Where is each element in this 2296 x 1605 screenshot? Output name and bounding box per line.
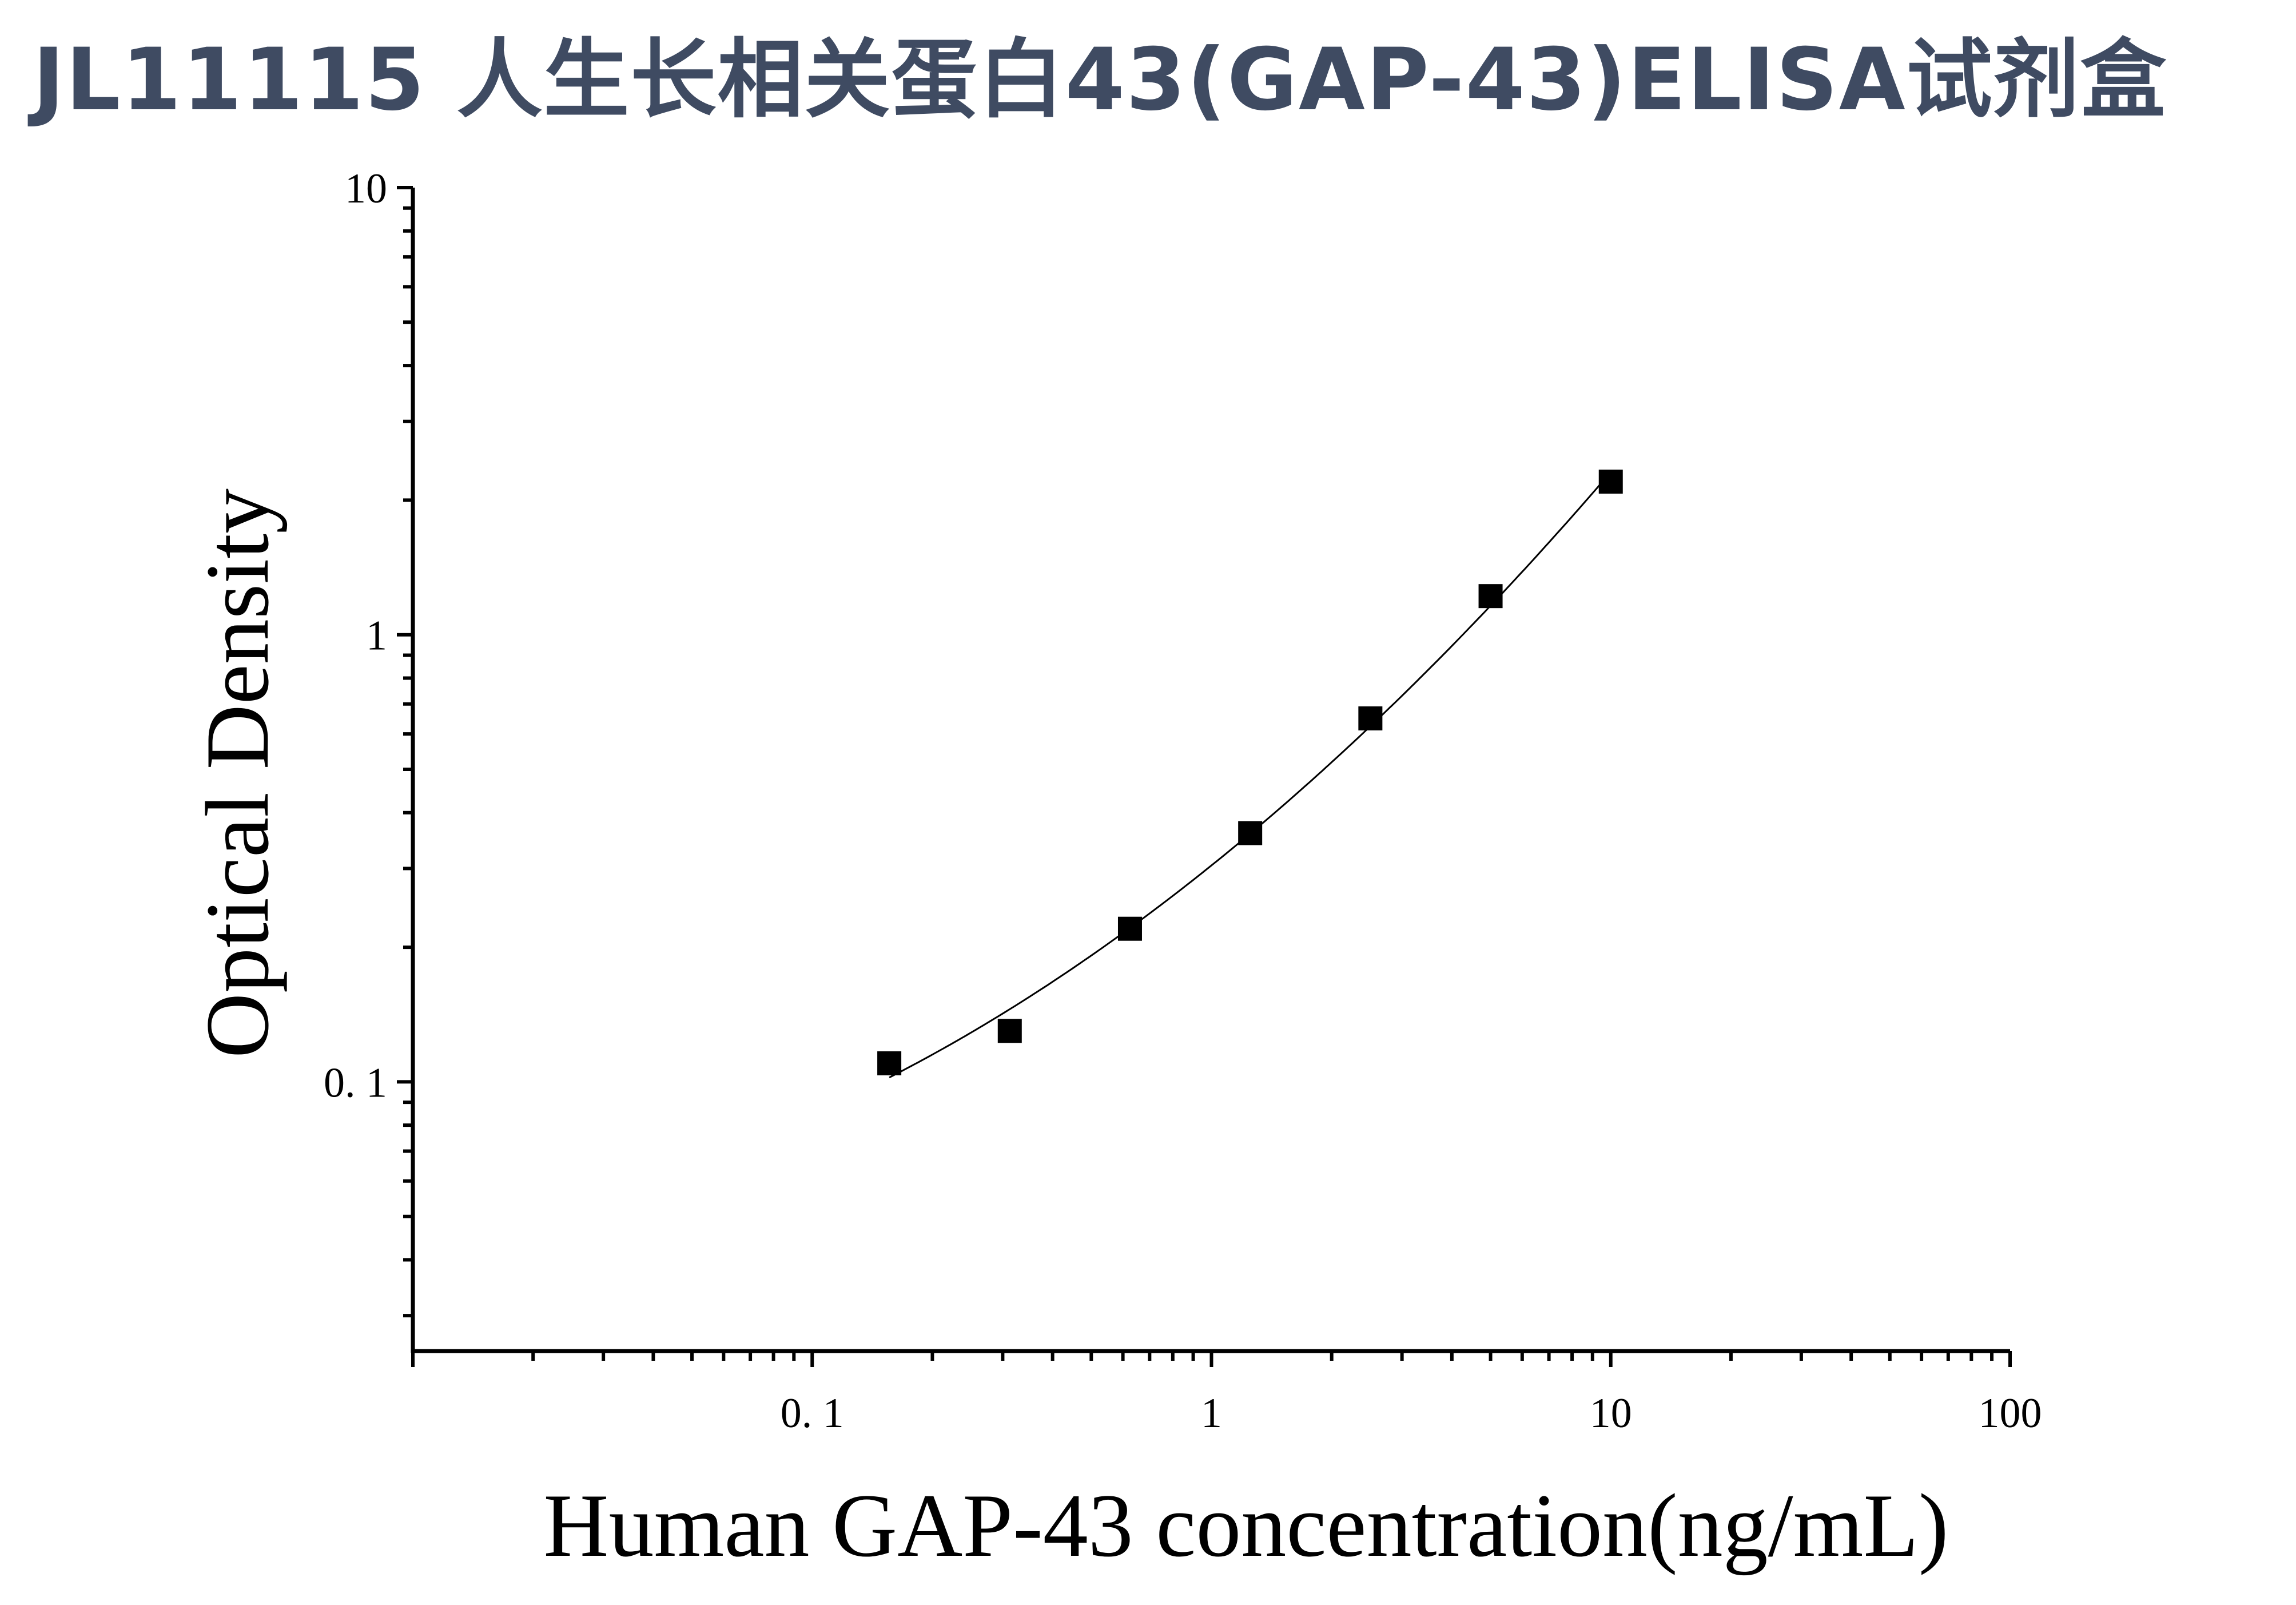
data-point <box>1358 706 1383 730</box>
y-axis-title: Optical Density <box>188 488 288 1058</box>
y-tick-label: 1 <box>366 613 387 660</box>
y-tick-label: 10 <box>345 165 387 212</box>
data-point <box>1598 470 1623 494</box>
data-point <box>877 1051 902 1076</box>
x-tick-label: 10 <box>1590 1390 1632 1437</box>
data-markers <box>877 470 1623 1076</box>
x-tick-label: 0. 1 <box>781 1390 844 1437</box>
data-point <box>1478 584 1503 609</box>
tick-labels: 0. 1 1 10 100 0. 1 1 10 <box>324 165 2042 1437</box>
data-point <box>997 1019 1022 1043</box>
x-tick-label: 1 <box>1201 1390 1222 1437</box>
axes <box>397 186 2012 1367</box>
x-axis-title: Human GAP-43 concentration(ng/mL) <box>543 1476 1948 1576</box>
x-tick-label: 100 <box>1979 1390 2042 1437</box>
data-point <box>1238 821 1263 845</box>
page-title: JL11115 人生长相关蛋白43(GAP-43)ELISA试剂盒 <box>33 30 2167 130</box>
fit-curve <box>889 471 1611 1079</box>
data-point <box>1117 916 1142 941</box>
y-tick-label: 0. 1 <box>324 1059 387 1106</box>
